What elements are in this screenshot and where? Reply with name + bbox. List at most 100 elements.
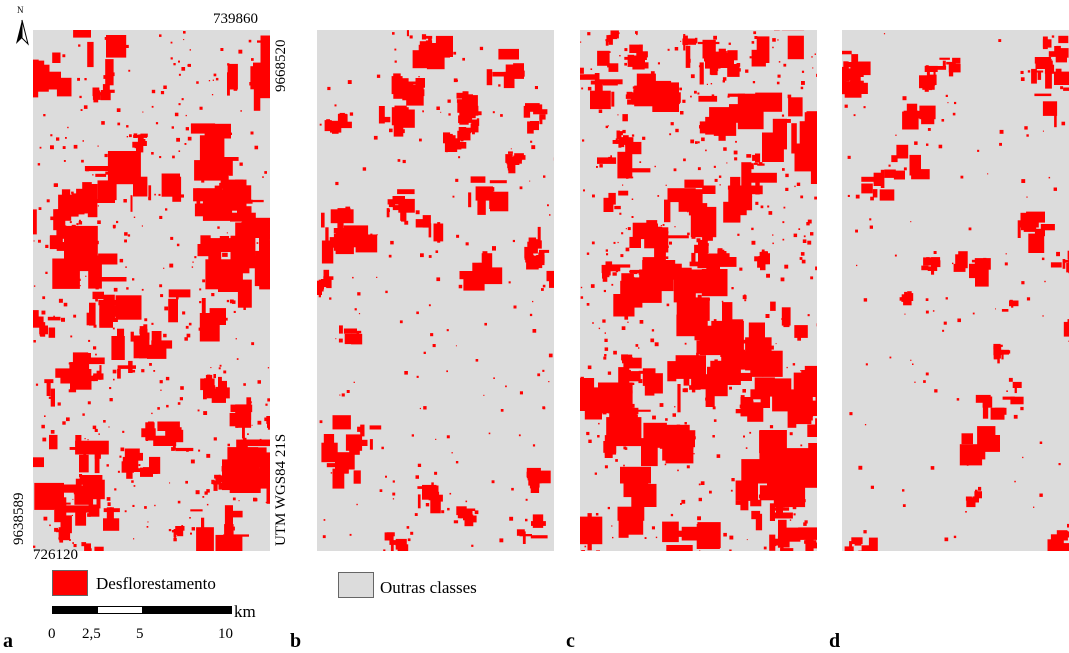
deforestation-patch	[345, 334, 352, 344]
deforestation-speck	[1021, 281, 1024, 284]
deforestation-patch	[112, 157, 124, 178]
deforestation-speck	[654, 439, 656, 441]
deforestation-patch	[33, 209, 37, 234]
deforestation-patch	[999, 345, 1003, 347]
deforestation-patch	[666, 545, 692, 551]
deforestation-speck	[592, 75, 596, 79]
deforestation-speck	[666, 246, 668, 248]
deforestation-patch	[943, 61, 946, 69]
deforestation-patch	[1063, 88, 1069, 91]
deforestation-patch	[851, 537, 862, 544]
deforestation-speck	[53, 316, 55, 318]
deforestation-speck	[227, 467, 230, 470]
deforestation-patch	[83, 376, 95, 381]
deforestation-patch	[174, 529, 177, 537]
deforestation-speck	[92, 174, 93, 175]
deforestation-patch	[117, 369, 121, 379]
deforestation-speck	[759, 102, 761, 104]
deforestation-speck	[903, 96, 907, 100]
deforestation-speck	[639, 161, 641, 163]
deforestation-speck	[946, 95, 948, 97]
deforestation-speck	[385, 476, 387, 478]
deforestation-patch	[459, 104, 467, 112]
deforestation-speck	[701, 481, 705, 485]
deforestation-speck	[172, 156, 175, 159]
deforestation-speck	[660, 403, 664, 407]
deforestation-speck	[177, 244, 180, 247]
deforestation-speck	[653, 375, 656, 378]
deforestation-speck	[267, 398, 270, 401]
deforestation-speck	[797, 378, 800, 381]
deforestation-speck	[233, 498, 236, 501]
deforestation-speck	[231, 280, 233, 282]
deforestation-speck	[219, 141, 222, 144]
deforestation-speck	[665, 464, 667, 466]
deforestation-speck	[754, 36, 757, 39]
deforestation-speck	[870, 197, 874, 201]
deforestation-patch	[84, 358, 105, 365]
deforestation-speck	[171, 42, 173, 44]
deforestation-speck	[712, 435, 715, 438]
deforestation-speck	[601, 95, 604, 98]
deforestation-speck	[591, 284, 595, 288]
deforestation-speck	[84, 78, 86, 80]
deforestation-patch	[861, 184, 873, 194]
deforestation-patch	[52, 53, 60, 64]
deforestation-speck	[225, 318, 228, 321]
deforestation-speck	[98, 205, 99, 206]
deforestation-speck	[808, 314, 810, 316]
deforestation-speck	[1000, 130, 1004, 134]
deforestation-speck	[54, 445, 56, 447]
deforestation-patch	[961, 450, 984, 453]
deforestation-patch	[762, 250, 765, 259]
deforestation-speck	[122, 431, 124, 433]
deforestation-speck	[199, 301, 201, 303]
deforestation-speck	[804, 502, 805, 503]
deforestation-patch	[57, 78, 72, 97]
deforestation-speck	[797, 337, 801, 341]
deforestation-speck	[725, 355, 727, 357]
deforestation-speck	[172, 126, 174, 128]
deforestation-speck	[655, 342, 659, 346]
deforestation-speck	[942, 330, 944, 332]
deforestation-patch	[798, 527, 817, 540]
deforestation-speck	[934, 251, 937, 254]
deforestation-speck	[884, 33, 885, 34]
deforestation-speck	[628, 227, 631, 230]
deforestation-speck	[762, 375, 763, 376]
deforestation-speck	[671, 87, 672, 88]
deforestation-speck	[223, 371, 226, 374]
deforestation-speck	[698, 295, 702, 299]
deforestation-speck	[635, 415, 638, 418]
deforestation-speck	[355, 308, 357, 310]
deforestation-speck	[677, 316, 680, 319]
deforestation-patch	[1015, 388, 1017, 393]
deforestation-speck	[153, 370, 155, 372]
deforestation-speck	[816, 74, 817, 77]
deforestation-patch	[221, 168, 229, 185]
deforestation-speck	[749, 432, 751, 434]
deforestation-speck	[1005, 262, 1008, 265]
deforestation-speck	[339, 339, 343, 343]
deforestation-speck	[583, 189, 585, 191]
deforestation-patch	[48, 317, 61, 321]
deforestation-speck	[450, 493, 452, 495]
deforestation-speck	[743, 436, 745, 438]
deforestation-patch	[774, 513, 793, 519]
deforestation-patch	[1003, 350, 1011, 353]
deforestation-patch	[911, 169, 930, 179]
deforestation-speck	[781, 318, 783, 320]
deforestation-patch	[603, 441, 616, 453]
deforestation-speck	[675, 129, 678, 132]
deforestation-speck	[934, 389, 937, 392]
deforestation-speck	[731, 490, 733, 492]
deforestation-patch	[207, 375, 210, 386]
deforestation-speck	[624, 161, 626, 163]
deforestation-patch	[75, 512, 86, 526]
deforestation-patch	[646, 220, 657, 238]
deforestation-patch	[531, 535, 548, 538]
deforestation-speck	[782, 221, 784, 223]
deforestation-speck	[666, 185, 667, 186]
deforestation-speck	[179, 74, 181, 76]
deforestation-patch	[975, 269, 989, 287]
